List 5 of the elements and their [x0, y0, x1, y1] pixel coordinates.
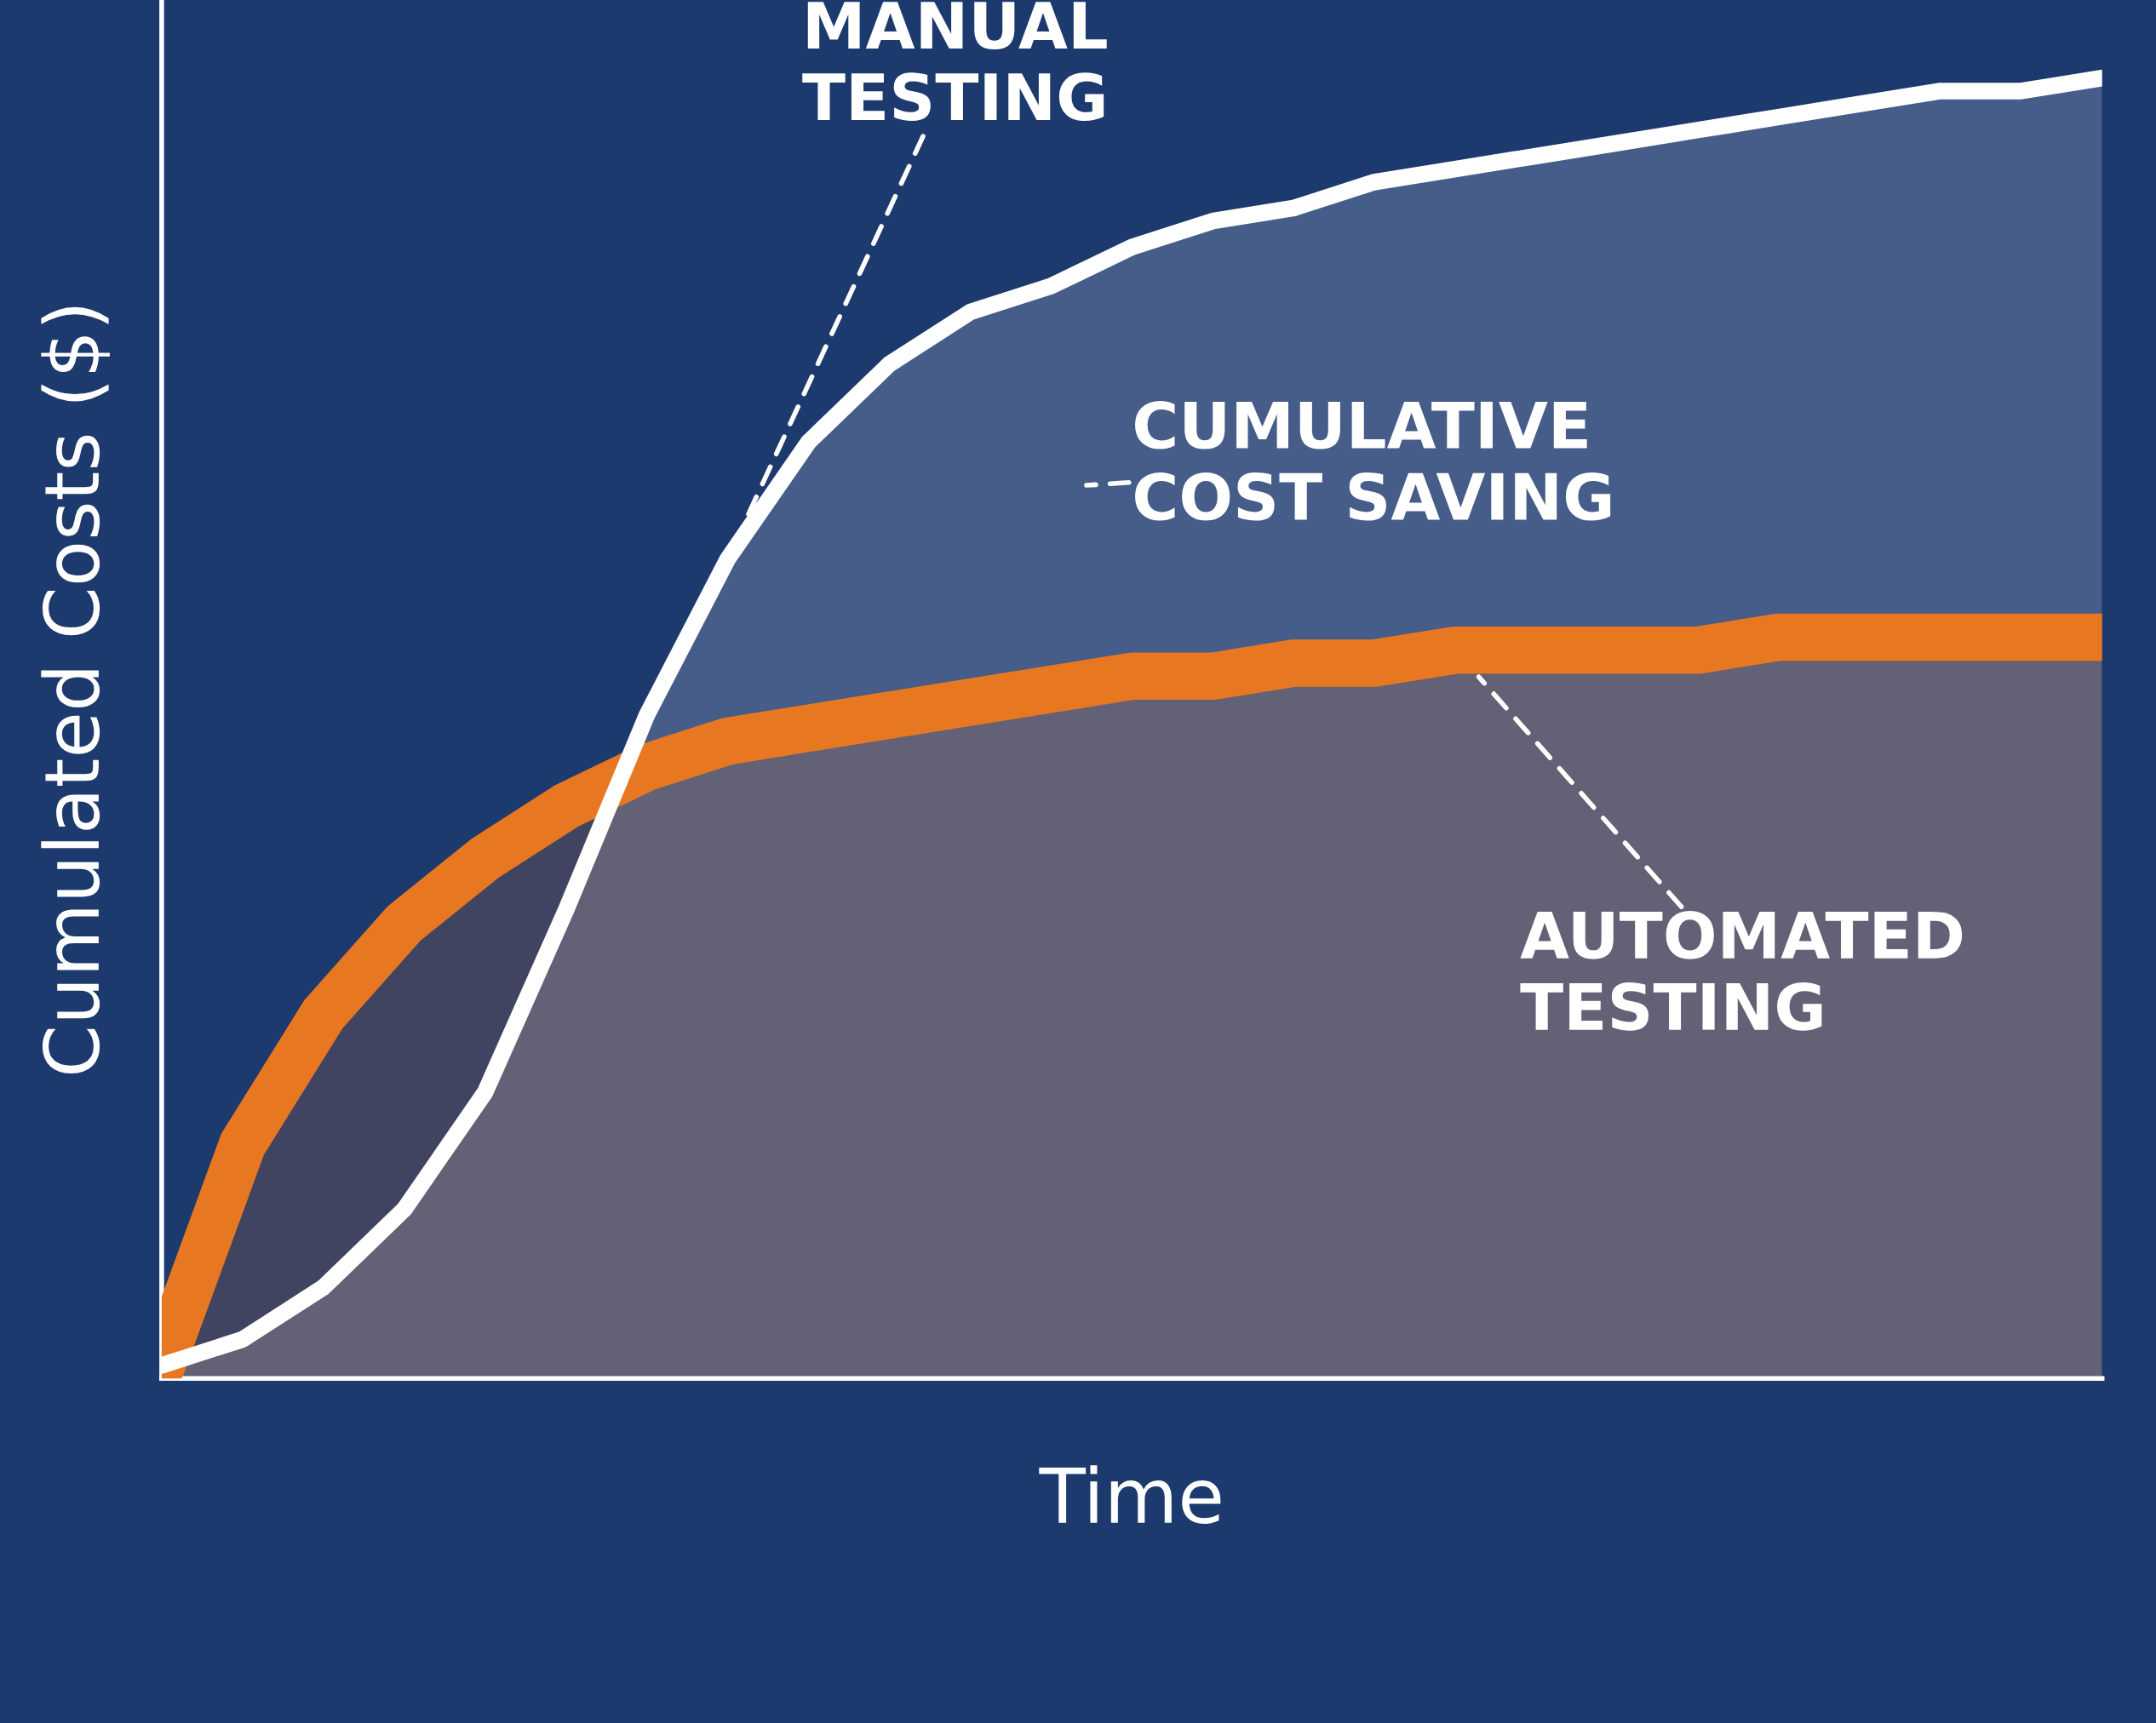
annotation: CUMULATIVE COST SAVING	[1135, 400, 1611, 521]
annotation: MANUAL TESTING	[802, 2, 1107, 122]
y-axis-title: Cumulated Costs ($)	[41, 306, 110, 1074]
x-axis-title: Time	[1039, 1465, 1221, 1525]
annotation: AUTOMATED TESTING	[1520, 911, 1963, 1031]
